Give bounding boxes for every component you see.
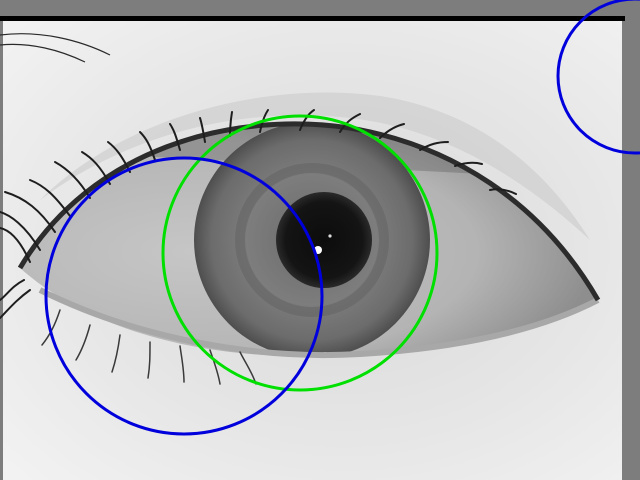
iris-boundary-circle [161, 114, 439, 392]
pupil [276, 192, 372, 288]
candidate-circle-top-right [556, 0, 640, 155]
candidate-circle-left [44, 156, 324, 436]
upper-eyelashes [0, 109, 517, 319]
top-black-bar [0, 16, 625, 21]
lower-eyelashes [41, 309, 257, 385]
